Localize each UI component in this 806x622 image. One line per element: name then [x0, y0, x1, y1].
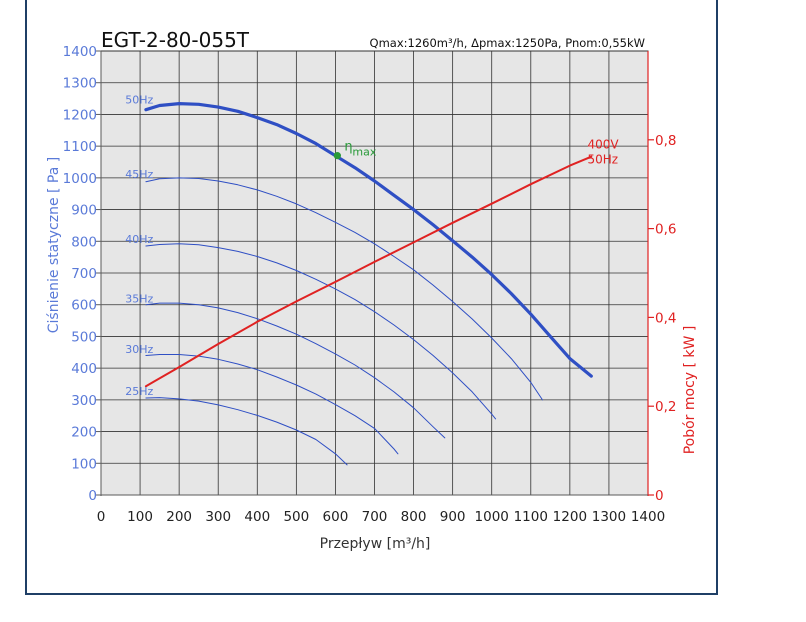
x-axis-label: Przepływ [m³/h] [320, 536, 431, 552]
curve-label-25Hz: 25Hz [125, 385, 153, 398]
x-tick-100: 100 [127, 509, 153, 525]
y-tick-500: 500 [71, 329, 97, 345]
x-tick-1300: 1300 [592, 509, 626, 525]
series-45hz [145, 177, 543, 401]
y-tick-900: 900 [71, 203, 97, 219]
eta-max-label: η [344, 140, 352, 155]
y-tick-0: 0 [88, 488, 97, 504]
chart-frame [25, 0, 718, 595]
y2-tick-0,8: 0,8 [655, 133, 676, 149]
series-25hz [145, 397, 348, 466]
x-tick-200: 200 [166, 509, 192, 525]
x-tick-300: 300 [205, 509, 231, 525]
x-tick-700: 700 [362, 509, 388, 525]
series-35hz [145, 302, 446, 439]
y-tick-1200: 1200 [63, 107, 97, 123]
x-axis-label-text: Przepływ [320, 536, 383, 552]
eta-max-point [333, 152, 341, 160]
chart-subtitle: Qmax:1260m³/h, Δpmax:1250Pa, Pnom:0,55kW [370, 36, 645, 50]
y-tick-800: 800 [71, 234, 97, 250]
y2-tick-0,2: 0,2 [655, 399, 676, 415]
y-tick-600: 600 [71, 298, 97, 314]
y2-tick-0: 0 [655, 488, 664, 504]
series-50hz [144, 101, 593, 378]
x-tick-500: 500 [283, 509, 309, 525]
y-axis-label-text: Ciśnienie statyczne [46, 197, 62, 333]
x-tick-labels: 0 100 200 300 400 500 600 700 800 900 1000 1100 1200… [97, 509, 665, 525]
series-30hz [145, 354, 399, 455]
y-tick-1400: 1400 [63, 44, 97, 60]
curve-label-30Hz: 30Hz [125, 343, 153, 356]
y-tick-400: 400 [71, 361, 97, 377]
x-tick-1000: 1000 [475, 509, 509, 525]
y-tick-labels: 0 100 200 300 400 500 600 700 800 900 1000 1100 1200… [63, 44, 101, 504]
y-tick-1000: 1000 [63, 171, 97, 187]
x-tick-600: 600 [323, 509, 349, 525]
x-tick-0: 0 [97, 509, 106, 525]
x-tick-1100: 1100 [514, 509, 548, 525]
x-tick-1200: 1200 [553, 509, 587, 525]
y2-tick-0,6: 0,6 [655, 222, 676, 238]
y-tick-1100: 1100 [63, 139, 97, 155]
curve-label-45Hz: 45Hz [125, 168, 153, 181]
curve-label-40Hz: 40Hz [125, 233, 153, 246]
x-tick-1400: 1400 [631, 509, 665, 525]
y2-tick-labels: 0 0,2 0,4 0,6 0,8 [648, 133, 676, 504]
curve-label-35Hz: 35Hz [125, 292, 153, 305]
x-axis-unit: m³/h [392, 536, 425, 552]
x-tick-800: 800 [401, 509, 427, 525]
series-400v-50hz [144, 155, 593, 388]
y2-axis-label-text: Pobór mocy [682, 372, 698, 454]
y-axis-unit: Pa [46, 167, 62, 183]
y-tick-1300: 1300 [63, 76, 97, 92]
series-40hz [145, 243, 497, 420]
y-axis-label: Ciśnienie statyczne [ Pa ] [46, 157, 62, 334]
x-tick-400: 400 [244, 509, 270, 525]
y-tick-200: 200 [71, 425, 97, 441]
eta-max-subscript: max [352, 146, 376, 159]
series-lines [144, 101, 593, 466]
power-label-voltage: 400V [587, 138, 619, 152]
y2-tick-0,4: 0,4 [655, 310, 676, 326]
y-tick-700: 700 [71, 266, 97, 282]
y-tick-100: 100 [71, 456, 97, 472]
y2-axis-unit: kW [682, 335, 698, 357]
chart-title: EGT-2-80-055T [101, 28, 250, 52]
power-label-frequency: 50Hz [587, 153, 618, 167]
y-tick-300: 300 [71, 393, 97, 409]
curve-label-50Hz: 50Hz [125, 93, 153, 106]
y2-axis-label: Pobór mocy [ kW ] [682, 326, 698, 455]
x-tick-900: 900 [440, 509, 466, 525]
